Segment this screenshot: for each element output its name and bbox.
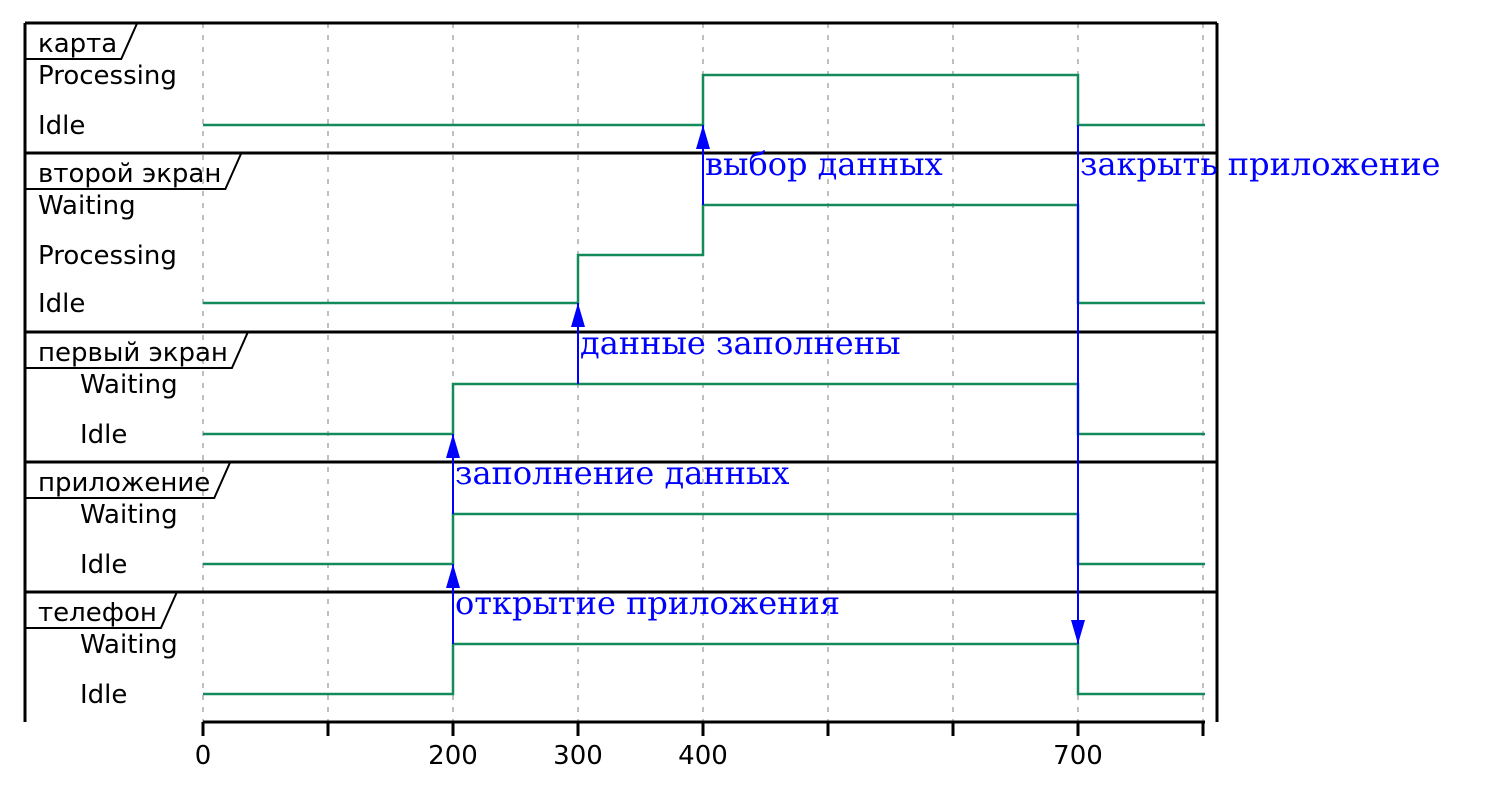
state-label: Processing bbox=[38, 61, 177, 91]
state-label: Idle bbox=[80, 420, 127, 450]
message-arrowhead bbox=[696, 125, 710, 149]
diagram-frame bbox=[23, 21, 1219, 722]
message-arrow: данные заполнены bbox=[571, 303, 901, 384]
state-label: Idle bbox=[80, 680, 127, 710]
lane-name: телефон bbox=[38, 598, 157, 628]
message-arrowhead bbox=[446, 564, 460, 588]
message-arrowhead bbox=[571, 303, 585, 327]
lane-telefon: Waiting Idle телефон bbox=[25, 591, 1205, 710]
state-label: Idle bbox=[80, 550, 127, 580]
lane-name: первый экран bbox=[38, 338, 228, 368]
state-label: Processing bbox=[38, 241, 177, 271]
lane-karta: Processing Idle карта bbox=[25, 22, 1205, 141]
tick-label: 200 bbox=[428, 741, 478, 771]
message-arrowhead bbox=[446, 434, 460, 458]
message-arrow: выбор данных bbox=[696, 125, 943, 205]
tick-label: 300 bbox=[553, 741, 603, 771]
lanes: Processing Idle карта Waiting Processing Idle… bbox=[25, 22, 1205, 710]
lane-name: приложение bbox=[38, 468, 210, 498]
state-label: Waiting bbox=[38, 191, 136, 221]
message-arrow: закрыть приложение bbox=[1071, 125, 1440, 644]
lane-title-tab bbox=[25, 461, 232, 499]
state-label: Waiting bbox=[80, 500, 178, 530]
state-label: Waiting bbox=[80, 370, 178, 400]
signal-waveform bbox=[203, 512, 1205, 566]
tick-label: 400 bbox=[678, 741, 728, 771]
message-label: закрыть приложение bbox=[1080, 145, 1440, 183]
lane-title-tab bbox=[25, 591, 178, 629]
signal-waveform bbox=[203, 203, 1205, 305]
lane-title-tab bbox=[25, 331, 249, 369]
lane-prilozhenie: Waiting Idle приложение bbox=[25, 461, 1205, 580]
message-label: данные заполнены bbox=[580, 324, 901, 362]
signal-waveform bbox=[203, 642, 1205, 696]
lane-vtoroy-ekran: Waiting Processing Idle второй экран bbox=[25, 152, 1205, 319]
tick-label: 0 bbox=[195, 741, 212, 771]
signal-waveform bbox=[203, 73, 1205, 127]
state-label: Idle bbox=[38, 289, 85, 319]
state-label: Idle bbox=[38, 111, 85, 141]
lane-name: карта bbox=[38, 29, 117, 59]
message-label: открытие приложения bbox=[455, 584, 840, 622]
messages: открытие приложения заполнение данных данн… bbox=[446, 125, 1440, 644]
lane-title-tab bbox=[25, 22, 139, 60]
tick-label: 700 bbox=[1053, 741, 1103, 771]
lane-perviy-ekran: Waiting Idle первый экран bbox=[25, 331, 1205, 450]
lane-title-tab bbox=[25, 152, 243, 190]
message-label: заполнение данных bbox=[455, 454, 789, 492]
time-axis: 0 200 300 400 700 bbox=[195, 720, 1205, 771]
state-label: Waiting bbox=[80, 630, 178, 660]
lane-name: второй экран bbox=[38, 159, 221, 189]
message-arrow: открытие приложения bbox=[446, 564, 840, 644]
message-label: выбор данных bbox=[705, 145, 943, 183]
message-arrowhead bbox=[1071, 620, 1085, 644]
signal-waveform bbox=[203, 382, 1205, 436]
message-arrow: заполнение данных bbox=[446, 434, 789, 514]
